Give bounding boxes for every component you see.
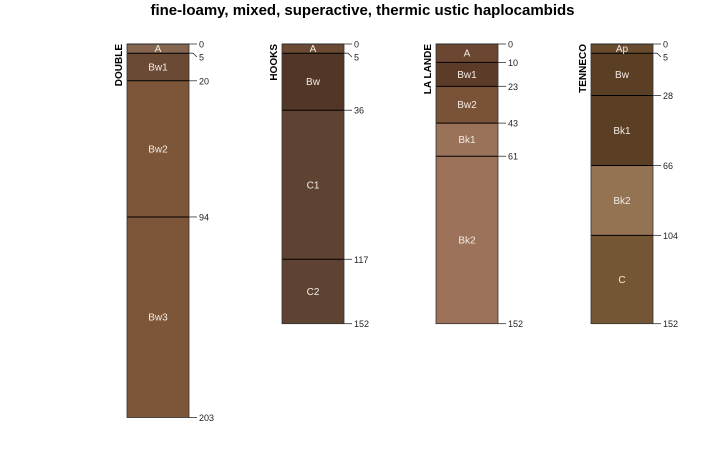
horizon-label: Ap <box>616 44 629 55</box>
profile-outline <box>281 43 345 325</box>
horizon-rect <box>127 44 189 54</box>
horizon-label: Bw1 <box>148 63 168 74</box>
depth-label: 0 <box>354 40 359 50</box>
depth-label: 203 <box>199 413 214 423</box>
profile-outline <box>590 43 654 325</box>
horizon-label: Bw3 <box>148 313 168 324</box>
horizon-label: C2 <box>307 287 320 298</box>
horizon-rect <box>436 62 498 87</box>
depth-label: 117 <box>354 255 368 265</box>
depth-label: 5 <box>663 53 668 63</box>
profile-name: LA LANDE <box>423 44 434 95</box>
horizon-rect <box>591 235 653 324</box>
horizon-rect <box>591 53 653 96</box>
horizon-rect <box>436 44 498 63</box>
horizon-label: A <box>464 49 471 60</box>
depth-tick <box>344 52 353 58</box>
depth-label: 23 <box>508 82 518 92</box>
horizon-rect <box>127 216 189 418</box>
depth-label: 104 <box>663 231 678 241</box>
horizon-label: A <box>155 44 162 55</box>
depth-tick <box>653 52 662 58</box>
depth-label: 20 <box>199 76 209 86</box>
depth-label: 152 <box>508 319 523 329</box>
profile-name: DOUBLE <box>114 44 125 87</box>
depth-label: 0 <box>508 40 513 50</box>
horizon-label: Bk2 <box>613 196 631 207</box>
horizon-rect <box>591 95 653 166</box>
horizon-rect <box>127 53 189 81</box>
horizon-label: Bw2 <box>457 100 477 111</box>
depth-label: 10 <box>508 58 518 68</box>
horizon-rect <box>282 110 344 260</box>
depth-label: 36 <box>354 106 364 116</box>
horizon-label: Bk2 <box>458 235 476 246</box>
depth-label: 0 <box>663 40 668 50</box>
horizon-label: Bk1 <box>613 126 631 137</box>
horizon-rect <box>436 156 498 324</box>
chart-title: fine-loamy, mixed, superactive, thermic … <box>150 2 575 19</box>
horizon-label: C1 <box>307 180 320 191</box>
horizon-rect <box>436 86 498 124</box>
depth-label: 152 <box>663 319 678 329</box>
horizon-rect <box>127 80 189 217</box>
horizon-label: Bw1 <box>457 70 477 81</box>
depth-label: 43 <box>508 119 518 129</box>
horizon-label: Bw <box>306 77 321 88</box>
profile-name: TENNECO <box>578 44 589 93</box>
horizon-rect <box>591 165 653 236</box>
depth-label: 5 <box>354 53 359 63</box>
horizon-label: C <box>618 275 625 286</box>
horizon-label: A <box>310 44 317 55</box>
horizon-rect <box>282 259 344 324</box>
horizon-rect <box>591 44 653 54</box>
depth-label: 28 <box>663 91 673 101</box>
profile-outline <box>435 43 499 325</box>
depth-tick <box>189 52 198 58</box>
profile-name: HOOKS <box>269 44 280 81</box>
depth-label: 5 <box>199 53 204 63</box>
horizon-rect <box>436 123 498 157</box>
depth-label: 66 <box>663 161 673 171</box>
depth-label: 152 <box>354 319 369 329</box>
horizon-label: Bw <box>615 70 630 81</box>
profile-outline <box>126 43 190 418</box>
horizon-label: Bw2 <box>148 144 168 155</box>
horizon-rect <box>282 44 344 54</box>
depth-label: 61 <box>508 152 518 162</box>
depth-label: 0 <box>199 40 204 50</box>
horizon-label: Bk1 <box>458 135 476 146</box>
depth-label: 94 <box>199 212 209 222</box>
horizon-rect <box>282 53 344 111</box>
